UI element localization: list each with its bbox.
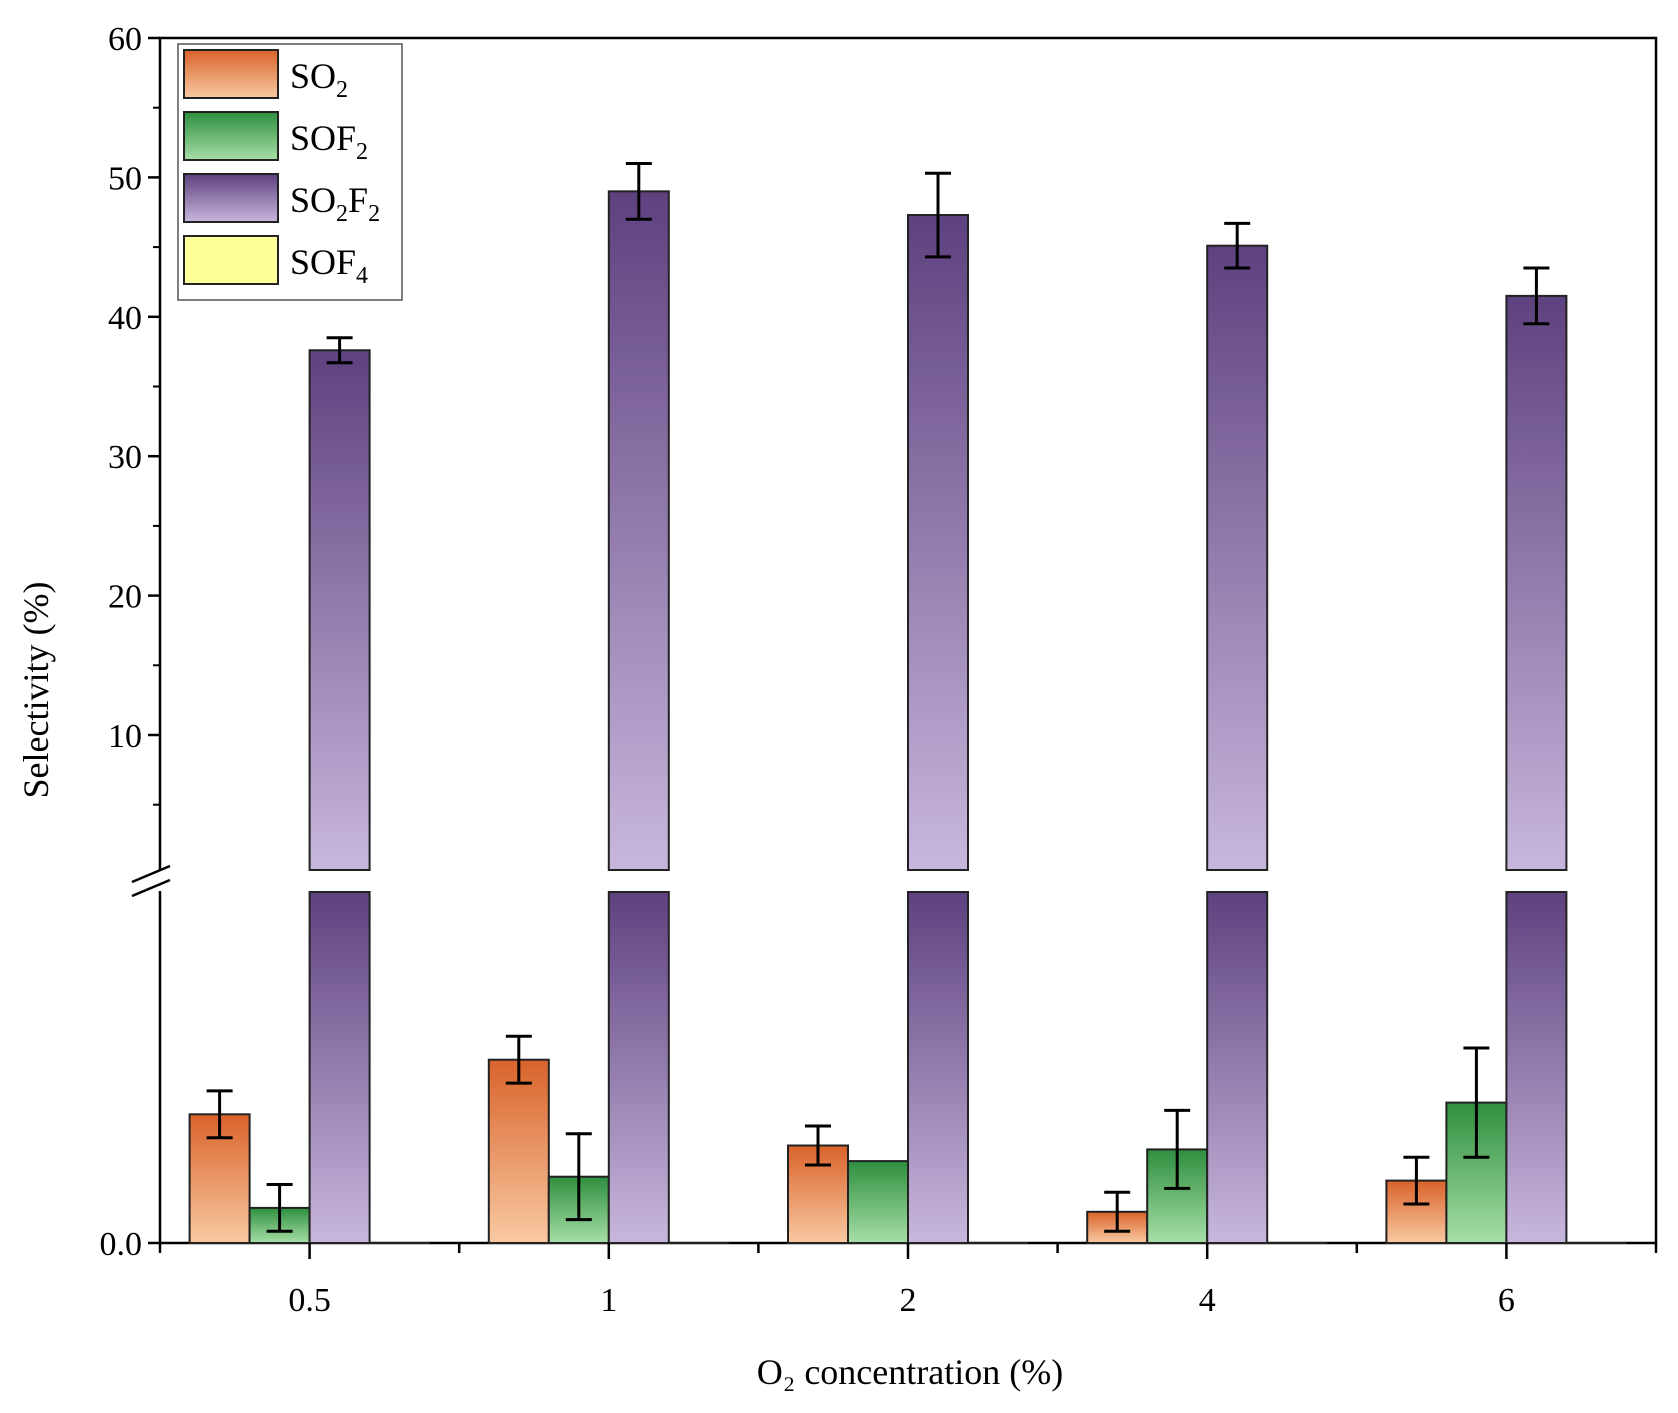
y-tick-label: 20 xyxy=(108,579,142,616)
legend-label: SOF4 xyxy=(290,242,368,289)
legend-swatch xyxy=(183,235,279,285)
bar xyxy=(308,349,371,872)
legend-swatch xyxy=(183,173,279,223)
bar xyxy=(1206,244,1269,871)
bar xyxy=(607,190,670,871)
y-tick-label: 60 xyxy=(108,21,142,58)
axes: 10 20 30 40 50 60 0.0 0.5 1 2 4 6 xyxy=(100,21,1658,1319)
y-tick-label: 0.0 xyxy=(100,1226,143,1263)
bar xyxy=(847,1160,909,1244)
bar xyxy=(1505,891,1568,1244)
y-axis-title: Selectivity (%) xyxy=(16,582,56,799)
legend-swatch xyxy=(183,49,279,99)
bar xyxy=(1206,891,1269,1244)
legend-swatch xyxy=(183,111,279,161)
x-tick-label: 0.5 xyxy=(288,1282,331,1319)
x-axis-title: O₂ concentration (%) xyxy=(757,1352,1063,1392)
legend-label: SO2F2 xyxy=(290,180,380,227)
bar xyxy=(1505,294,1568,871)
axis-break-gap xyxy=(130,871,174,891)
x-tick-label: 2 xyxy=(900,1282,917,1319)
legend-label: SO2 xyxy=(290,56,348,103)
y-tick-label: 30 xyxy=(108,439,142,476)
bar-group xyxy=(188,161,1627,1245)
legend-label: SOF2 xyxy=(290,118,368,165)
y-tick-label: 40 xyxy=(108,300,142,337)
x-tick-label: 4 xyxy=(1199,1282,1216,1319)
bar xyxy=(607,891,670,1244)
x-tick-label: 1 xyxy=(600,1282,617,1319)
y-tick-label: 10 xyxy=(108,718,142,755)
axis-break-mark xyxy=(131,878,171,898)
bar xyxy=(308,891,371,1244)
axis-break-mark xyxy=(131,864,171,884)
bar xyxy=(907,891,969,1244)
bar xyxy=(487,1058,550,1244)
bar xyxy=(907,214,969,871)
x-tick-label: 6 xyxy=(1498,1282,1515,1319)
y-tick-label: 50 xyxy=(108,160,142,197)
legend: SO2 SOF2 SO2F2 SOF4 xyxy=(177,43,403,301)
